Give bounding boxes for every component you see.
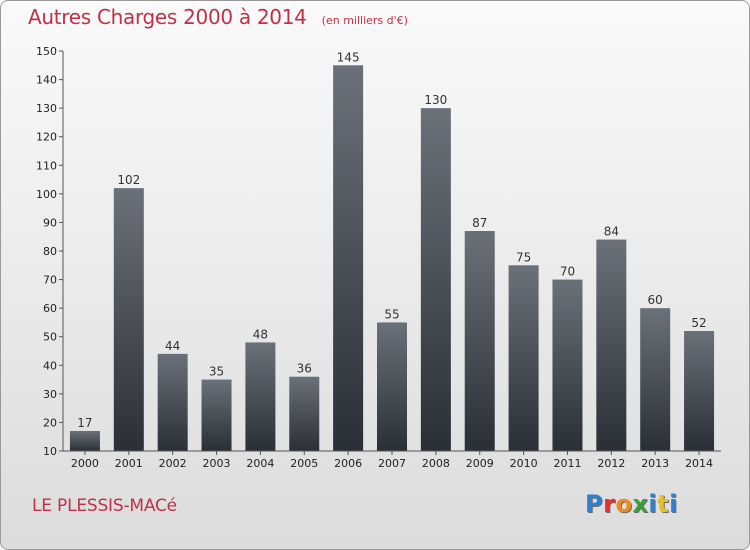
data-label: 70 [560, 265, 575, 279]
bar [113, 188, 144, 451]
data-label: 145 [337, 50, 360, 64]
logo-letter: P [585, 490, 604, 518]
x-tick-label: 2013 [641, 457, 669, 470]
bar [377, 322, 407, 451]
logo-letter: i [648, 490, 658, 518]
data-label: 130 [424, 93, 447, 107]
bar [640, 308, 671, 451]
bar [420, 108, 451, 452]
data-label: 87 [472, 216, 487, 230]
data-label: 60 [648, 293, 663, 307]
logo-letter: o [615, 490, 633, 518]
data-label: 84 [604, 225, 619, 239]
y-tick-label: 60 [43, 302, 57, 315]
data-label: 48 [253, 327, 268, 341]
logo-letter: t [657, 490, 670, 518]
x-tick-label: 2010 [510, 457, 538, 470]
bar [157, 353, 188, 451]
y-tick-label: 90 [43, 216, 57, 229]
bar [596, 239, 627, 451]
bar [245, 342, 276, 451]
y-tick-label: 70 [43, 274, 57, 287]
data-label: 36 [297, 362, 312, 376]
bar [684, 331, 715, 451]
x-tick-label: 2002 [159, 457, 187, 470]
y-tick-label: 10 [43, 445, 57, 458]
bar [333, 65, 364, 452]
y-tick-label: 150 [36, 45, 57, 58]
logo-letter: r [603, 490, 616, 518]
bar [69, 431, 100, 451]
axes-group: 10 20 30 40 50 60 70 80 90 100 110 120 130 140 150 2000… [36, 45, 721, 470]
proxiti-logo[interactable]: Proxiti [585, 490, 678, 518]
bar [552, 279, 583, 451]
y-tick-label: 80 [43, 245, 57, 258]
x-tick-label: 2008 [422, 457, 450, 470]
bars-group: 17 102 44 35 48 36 145 55 130 87 75 70 84 60 52 [69, 50, 715, 452]
data-label: 17 [77, 416, 92, 430]
x-tick-label: 2014 [685, 457, 713, 470]
y-tick-label: 140 [36, 74, 57, 87]
x-tick-label: 2005 [290, 457, 318, 470]
bar [201, 379, 232, 451]
x-tick-label: 2000 [71, 457, 99, 470]
data-label: 44 [165, 339, 180, 353]
x-tick-label: 2009 [466, 457, 494, 470]
y-tick-label: 120 [36, 131, 57, 144]
title-block: Autres Charges 2000 à 2014 (en milliers … [28, 5, 408, 29]
chart-title: Autres Charges 2000 à 2014 [28, 5, 307, 29]
y-tick-label: 20 [43, 416, 57, 429]
data-label: 52 [691, 316, 706, 330]
data-label: 55 [384, 307, 399, 321]
x-tick-label: 2003 [203, 457, 231, 470]
y-tick-label: 40 [43, 359, 57, 372]
data-label: 102 [117, 173, 140, 187]
x-tick-label: 2004 [246, 457, 274, 470]
bar [289, 376, 320, 451]
logo-letter: i [669, 490, 678, 518]
y-tick-label: 100 [36, 188, 57, 201]
y-tick-label: 110 [36, 159, 57, 172]
y-tick-label: 30 [43, 388, 57, 401]
x-tick-label: 2006 [334, 457, 362, 470]
bar [464, 231, 495, 451]
x-tick-label: 2012 [597, 457, 625, 470]
bar [508, 265, 539, 451]
x-tick-label: 2007 [378, 457, 406, 470]
data-label: 35 [209, 365, 224, 379]
chart-subtitle: (en milliers d'€) [321, 14, 408, 27]
x-tick-label: 2001 [115, 457, 143, 470]
data-label: 75 [516, 250, 531, 264]
x-tick-label: 2011 [553, 457, 581, 470]
commune-name: LE PLESSIS-MACé [32, 496, 177, 516]
y-tick-label: 50 [43, 331, 57, 344]
logo-letter: x [632, 490, 649, 518]
y-tick-label: 130 [36, 102, 57, 115]
